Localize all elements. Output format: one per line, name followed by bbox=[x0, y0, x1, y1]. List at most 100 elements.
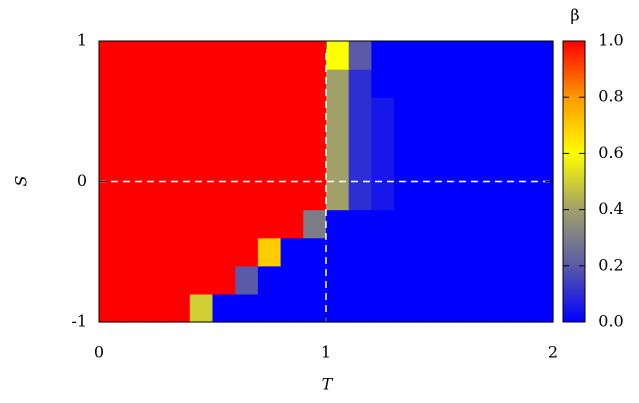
heatmap-cell bbox=[530, 153, 554, 183]
heatmap-cell bbox=[462, 209, 486, 239]
heatmap-cell bbox=[462, 153, 486, 183]
heatmap-cell bbox=[394, 69, 418, 98]
heatmap-cell bbox=[167, 209, 191, 239]
heatmap-cell bbox=[280, 97, 304, 126]
heatmap-cell bbox=[235, 237, 259, 267]
heatmap-cell bbox=[167, 265, 191, 295]
heatmap-cell bbox=[371, 209, 395, 239]
heatmap-cell bbox=[371, 97, 395, 126]
heatmap-cell bbox=[394, 209, 418, 239]
heatmap-cell bbox=[439, 153, 463, 183]
heatmap-cell bbox=[439, 209, 463, 239]
heatmap-cell bbox=[303, 153, 327, 183]
heatmap-cell bbox=[484, 41, 509, 70]
colorbar-label: β bbox=[570, 6, 579, 25]
heatmap-cell bbox=[530, 41, 554, 70]
heatmap-cell bbox=[212, 41, 236, 70]
heatmap-cell bbox=[348, 41, 372, 70]
heatmap-cell bbox=[484, 97, 509, 126]
heatmap-cell bbox=[235, 265, 259, 295]
heatmap-cell bbox=[280, 181, 304, 211]
heatmap-cell bbox=[257, 153, 282, 183]
heatmap-cell bbox=[212, 69, 236, 98]
heatmap-cell bbox=[530, 265, 554, 295]
colorbar-tick-label: 0.0 bbox=[598, 312, 623, 331]
heatmap-cell bbox=[99, 69, 123, 98]
heatmap-cell bbox=[507, 125, 531, 154]
heatmap-cell bbox=[326, 265, 350, 295]
heatmap-cell bbox=[303, 97, 327, 126]
heatmap-cell bbox=[280, 125, 304, 154]
heatmap-cell bbox=[530, 125, 554, 154]
heatmap-cell bbox=[416, 181, 441, 211]
heatmap-cell bbox=[189, 153, 214, 183]
heatmap-cell bbox=[416, 265, 441, 295]
heatmap-cell bbox=[189, 237, 214, 267]
heatmap-cell bbox=[507, 153, 531, 183]
heatmap-cell bbox=[326, 97, 350, 126]
heatmap-cell bbox=[484, 237, 509, 267]
heatmap-cell bbox=[462, 97, 486, 126]
heatmap-cell bbox=[257, 97, 282, 126]
x-tick-label: 1 bbox=[321, 343, 331, 362]
heatmap-cell bbox=[439, 41, 463, 70]
heatmap-cell bbox=[326, 153, 350, 183]
heatmap-cell bbox=[257, 209, 282, 239]
heatmap-cell bbox=[326, 293, 350, 323]
heatmap-cell bbox=[484, 265, 509, 295]
heatmap-cell bbox=[235, 153, 259, 183]
heatmap-cell bbox=[167, 125, 191, 154]
heatmap-cell bbox=[144, 181, 168, 211]
heatmap-cell bbox=[99, 209, 123, 239]
heatmap-cell bbox=[212, 125, 236, 154]
heatmap-cell bbox=[416, 125, 441, 154]
heatmap-cell bbox=[212, 293, 236, 323]
heatmap-cell bbox=[348, 97, 372, 126]
heatmap-cell bbox=[189, 41, 214, 70]
heatmap-cell bbox=[280, 293, 304, 323]
heatmap-cell bbox=[144, 265, 168, 295]
heatmap-cell bbox=[280, 209, 304, 239]
heatmap-cell bbox=[507, 237, 531, 267]
heatmap-cell bbox=[99, 97, 123, 126]
heatmap-cell bbox=[212, 209, 236, 239]
colorbar bbox=[562, 40, 586, 323]
heatmap-cell bbox=[439, 181, 463, 211]
heatmap-cell bbox=[439, 293, 463, 323]
heatmap-cell bbox=[189, 69, 214, 98]
heatmap-cell bbox=[416, 153, 441, 183]
heatmap-cell bbox=[371, 181, 395, 211]
heatmap-cell bbox=[416, 41, 441, 70]
heatmap-cell bbox=[189, 265, 214, 295]
heatmap-cell bbox=[212, 97, 236, 126]
heatmap-cell bbox=[235, 97, 259, 126]
heatmap-cell bbox=[326, 209, 350, 239]
heatmap-cell bbox=[121, 293, 145, 323]
heatmap-cell bbox=[530, 97, 554, 126]
heatmap-cell bbox=[462, 125, 486, 154]
heatmap-cell bbox=[507, 97, 531, 126]
heatmap-cell bbox=[484, 209, 509, 239]
heatmap-cell bbox=[507, 69, 531, 98]
heatmap-cell bbox=[348, 237, 372, 267]
heatmap-cell bbox=[235, 69, 259, 98]
heatmap-cell bbox=[167, 69, 191, 98]
heatmap-cell bbox=[348, 265, 372, 295]
heatmap-cell bbox=[394, 237, 418, 267]
heatmap-cell bbox=[257, 41, 282, 70]
heatmap-cell bbox=[507, 293, 531, 323]
heatmap-cell bbox=[144, 153, 168, 183]
heatmap-cell bbox=[416, 293, 441, 323]
heatmap-cell bbox=[348, 293, 372, 323]
heatmap-cell bbox=[167, 41, 191, 70]
heatmap-cell bbox=[530, 209, 554, 239]
heatmap-cell bbox=[303, 41, 327, 70]
heatmap-cell bbox=[371, 293, 395, 323]
heatmap-cell bbox=[167, 153, 191, 183]
heatmap-cell bbox=[121, 97, 145, 126]
y-tick-label: 1 bbox=[77, 31, 87, 50]
colorbar-tick-label: 0.4 bbox=[598, 199, 623, 218]
x-axis-label: T bbox=[322, 375, 334, 394]
heatmap-cell bbox=[530, 293, 554, 323]
